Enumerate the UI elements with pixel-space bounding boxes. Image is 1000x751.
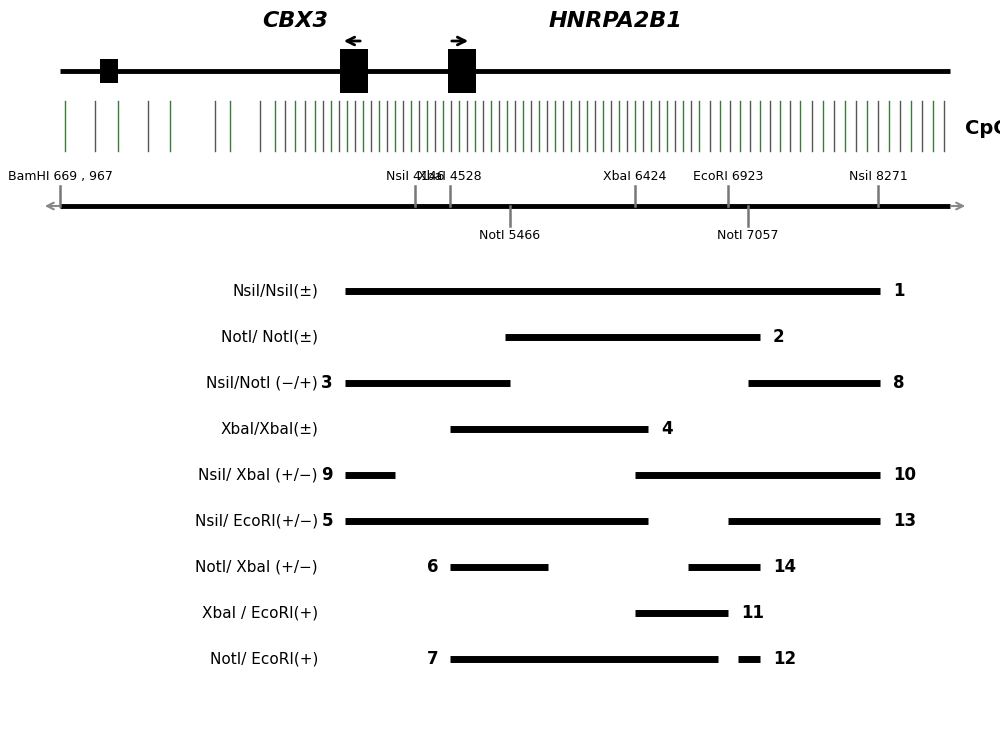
Text: XbaI/XbaI(±): XbaI/XbaI(±)	[220, 421, 318, 436]
Text: 2: 2	[773, 328, 785, 346]
Text: 13: 13	[893, 512, 916, 530]
Text: 7: 7	[426, 650, 438, 668]
Text: NotI/ NotI(±): NotI/ NotI(±)	[221, 330, 318, 345]
Text: BamHI 669 , 967: BamHI 669 , 967	[8, 170, 112, 183]
Bar	[448, 49, 476, 93]
Text: NotI 7057: NotI 7057	[717, 229, 779, 242]
Text: 6: 6	[426, 558, 438, 576]
Text: EcoRI 6923: EcoRI 6923	[693, 170, 763, 183]
Text: NsiI/ XbaI (+/−): NsiI/ XbaI (+/−)	[198, 468, 318, 482]
Text: NotI/ XbaI (+/−): NotI/ XbaI (+/−)	[195, 559, 318, 575]
Bar	[340, 49, 368, 93]
Text: NsiI 8271: NsiI 8271	[849, 170, 907, 183]
Text: NotI 5466: NotI 5466	[479, 229, 541, 242]
Text: 11: 11	[741, 604, 764, 622]
Text: 5: 5	[322, 512, 333, 530]
Text: CBX3: CBX3	[262, 11, 328, 31]
Text: 8: 8	[893, 374, 904, 392]
Text: XbaI 6424: XbaI 6424	[603, 170, 667, 183]
Text: NsiI 4146: NsiI 4146	[386, 170, 444, 183]
Text: 14: 14	[773, 558, 796, 576]
Text: HNRPA2B1: HNRPA2B1	[548, 11, 682, 31]
Text: 1: 1	[893, 282, 904, 300]
Text: CpG: CpG	[965, 119, 1000, 138]
Text: NotI/ EcoRI(+): NotI/ EcoRI(+)	[210, 652, 318, 666]
Text: 10: 10	[893, 466, 916, 484]
Text: 3: 3	[321, 374, 333, 392]
Text: NsiI/NsiI(±): NsiI/NsiI(±)	[232, 283, 318, 298]
Text: 12: 12	[773, 650, 796, 668]
Text: 9: 9	[321, 466, 333, 484]
Text: NsiI/NotI (−/+): NsiI/NotI (−/+)	[206, 376, 318, 391]
Text: XbaI 4528: XbaI 4528	[418, 170, 482, 183]
Text: NsiI/ EcoRI(+/−): NsiI/ EcoRI(+/−)	[195, 514, 318, 529]
Bar	[100, 59, 118, 83]
Text: 4: 4	[661, 420, 673, 438]
Text: XbaI / EcoRI(+): XbaI / EcoRI(+)	[202, 605, 318, 620]
